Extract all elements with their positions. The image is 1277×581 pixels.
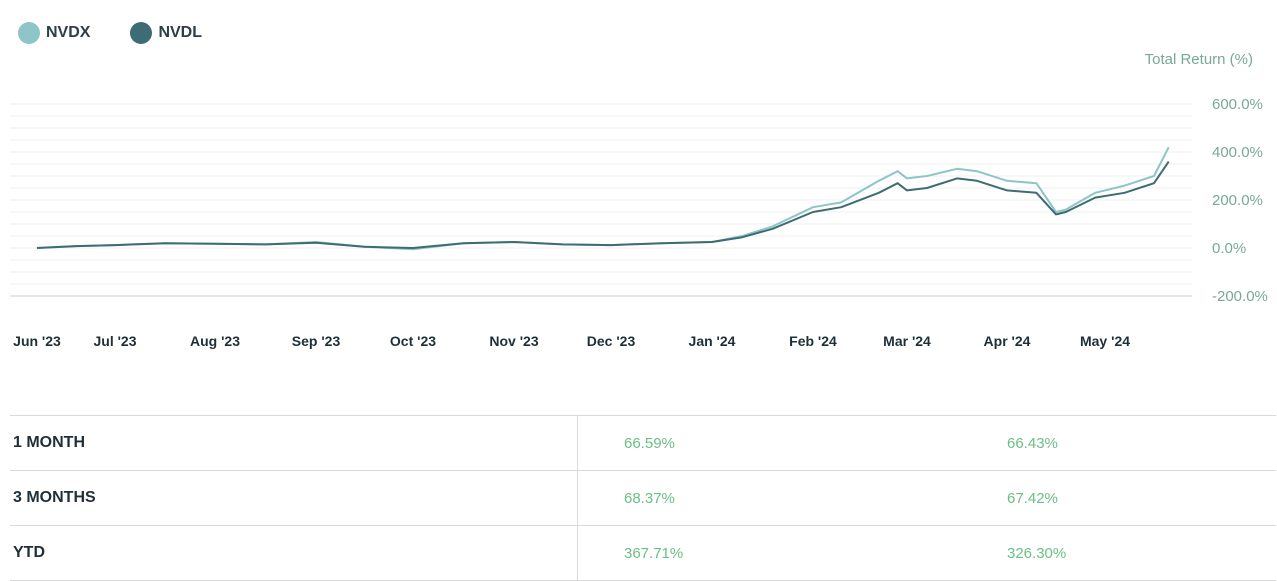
period-label: 1 MONTH xyxy=(10,415,578,471)
x-tick-label: Oct '23 xyxy=(390,333,436,349)
y-tick-label: 200.0% xyxy=(1212,192,1263,209)
line-chart: 600.0% 400.0% 200.0% 0.0% -200.0% Jun '23 Jul … xyxy=(10,96,1268,349)
nvdx-return: 66.59% xyxy=(577,415,961,471)
legend-label-nvdx: NVDX xyxy=(46,24,91,41)
y-tick-label: -200.0% xyxy=(1212,288,1268,305)
x-tick-label: Jul '23 xyxy=(93,333,136,349)
legend-item-nvdl[interactable]: NVDL xyxy=(130,22,202,44)
y-tick-label: 400.0% xyxy=(1212,144,1263,161)
period-label: 3 MONTHS xyxy=(10,470,578,526)
series-line-nvdl xyxy=(36,161,1170,249)
x-tick-label: Nov '23 xyxy=(489,333,538,349)
series-line-nvdx xyxy=(36,146,1170,251)
y-tick-label: 0.0% xyxy=(1212,240,1246,257)
performance-table: 1 MONTH 66.59% 66.43% 3 MONTHS 68.37% 67… xyxy=(10,415,1276,581)
nvdl-return: 66.43% xyxy=(961,415,1276,471)
table-row: 1 MONTH 66.59% 66.43% xyxy=(10,415,1276,471)
x-tick-label: Dec '23 xyxy=(587,333,636,349)
legend-item-nvdx[interactable]: NVDX xyxy=(18,22,90,44)
chart-legend: NVDX NVDL xyxy=(18,22,202,44)
x-tick-label: Jun '23 xyxy=(13,333,61,349)
x-tick-label: Apr '24 xyxy=(984,333,1031,349)
y-tick-label: 600.0% xyxy=(1212,96,1263,113)
nvdx-return: 68.37% xyxy=(577,470,961,526)
nvdx-return: 367.71% xyxy=(577,525,961,581)
x-tick-label: May '24 xyxy=(1080,333,1130,349)
period-label: YTD xyxy=(10,525,578,581)
x-tick-label: Feb '24 xyxy=(789,333,837,349)
nvdl-return: 67.42% xyxy=(961,470,1276,526)
x-tick-label: Sep '23 xyxy=(292,333,341,349)
legend-swatch-nvdl xyxy=(130,22,153,44)
table-row: YTD 367.71% 326.30% xyxy=(10,525,1276,581)
legend-swatch-nvdx xyxy=(18,22,40,44)
nvdl-return: 326.30% xyxy=(961,525,1276,581)
y-axis-title: Total Return (%) xyxy=(1144,51,1253,68)
x-tick-label: Mar '24 xyxy=(883,333,931,349)
x-tick-label: Jan '24 xyxy=(689,333,736,349)
legend-label-nvdl: NVDL xyxy=(158,24,203,41)
table-row: 3 MONTHS 68.37% 67.42% xyxy=(10,470,1276,526)
x-tick-label: Aug '23 xyxy=(190,333,240,349)
